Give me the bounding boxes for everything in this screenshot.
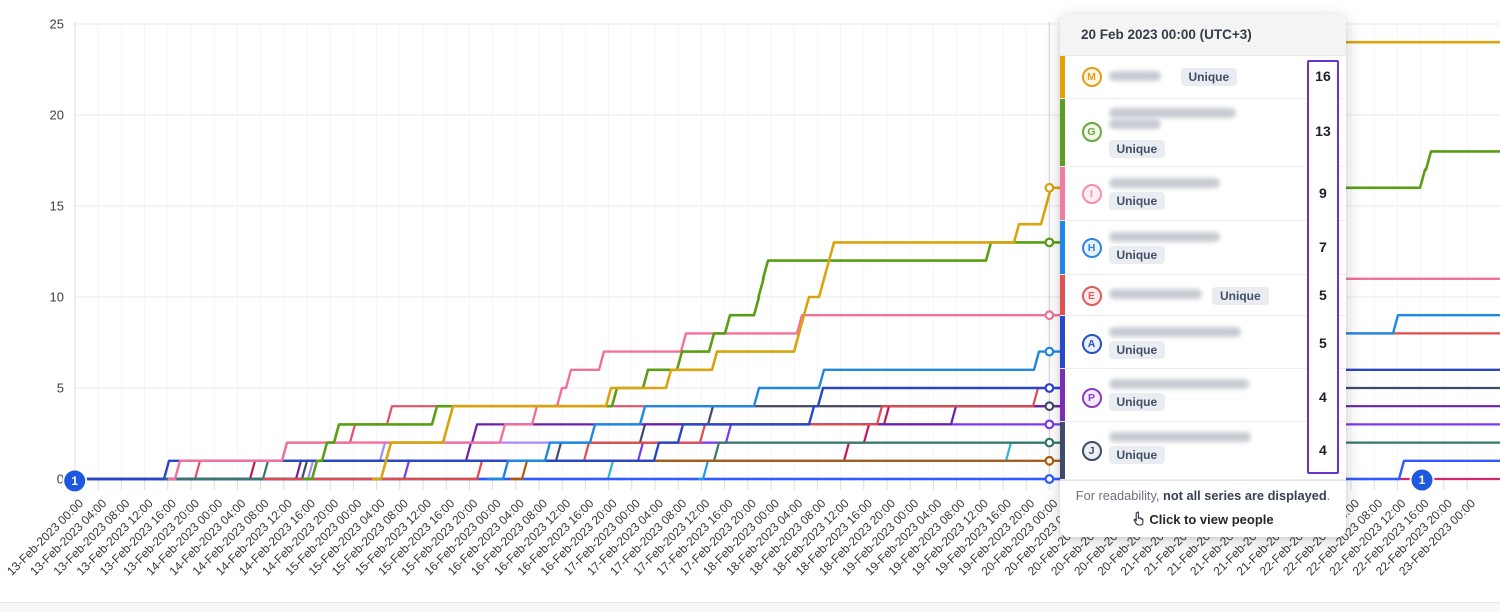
- svg-text:25: 25: [50, 17, 64, 32]
- svg-text:20: 20: [50, 108, 64, 123]
- svg-text:10: 10: [50, 290, 64, 305]
- svg-text:0: 0: [57, 472, 64, 487]
- svg-text:1: 1: [1419, 473, 1426, 487]
- svg-text:5: 5: [57, 381, 64, 396]
- svg-text:1: 1: [71, 474, 78, 488]
- svg-text:15: 15: [50, 199, 64, 214]
